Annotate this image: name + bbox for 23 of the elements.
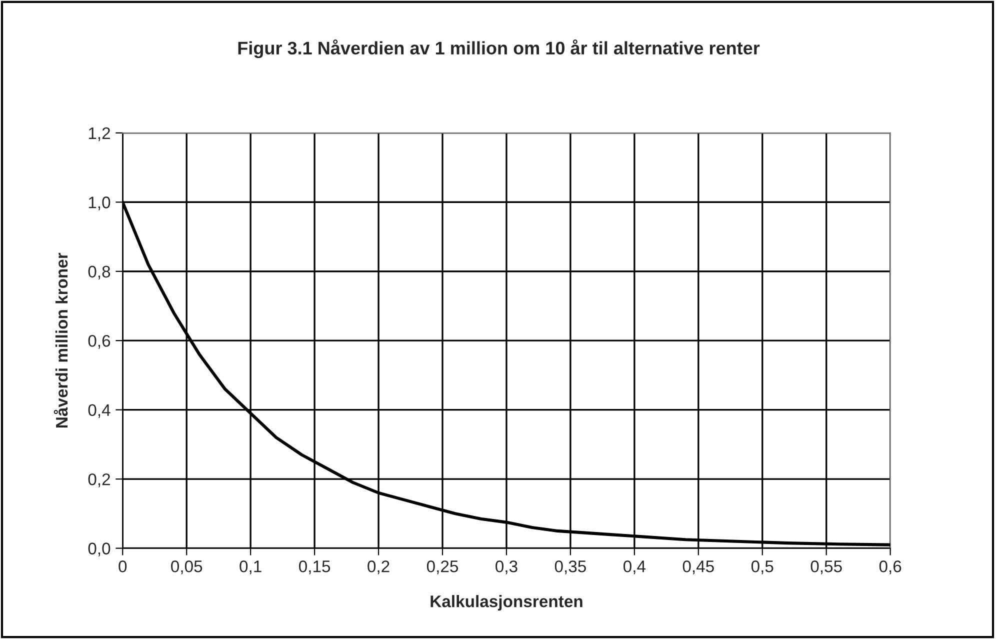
x-tick-label: 0,05 (171, 560, 202, 574)
y-tick-label: 0,8 (88, 266, 110, 280)
x-tick-label: 0,15 (298, 560, 330, 574)
x-tick-label: 0,6 (879, 560, 902, 574)
y-tick-label: 0,4 (88, 404, 110, 418)
x-tick-label: 0,4 (623, 560, 646, 574)
x-tick-label: 0,45 (682, 560, 714, 574)
y-tick-label: 0,6 (88, 334, 110, 349)
x-tick-label: 0 (118, 560, 127, 572)
y-tick-label: 0,2 (88, 473, 110, 488)
y-tick-label: 0,0 (88, 542, 110, 556)
y-tick-label: 1,0 (88, 196, 110, 210)
y-tick-label: 1,2 (88, 127, 110, 142)
x-tick-label: 0,5 (751, 560, 774, 574)
x-axis-title: Kalkulasjonsrenten (430, 595, 582, 611)
x-tick-label: 0,55 (810, 560, 842, 574)
x-tick-label: 0,35 (554, 560, 586, 574)
x-tick-label: 0,1 (240, 560, 262, 574)
x-tick-label: 0,3 (496, 560, 518, 574)
x-tick-label: 0,25 (426, 560, 458, 574)
x-tick-label: 0,2 (368, 560, 390, 574)
y-axis-title: Nåverdi million kroner (54, 252, 68, 428)
chart-title: Figur 3.1 Nåverdien av 1 million om 10 år til alternative renter (238, 39, 760, 58)
